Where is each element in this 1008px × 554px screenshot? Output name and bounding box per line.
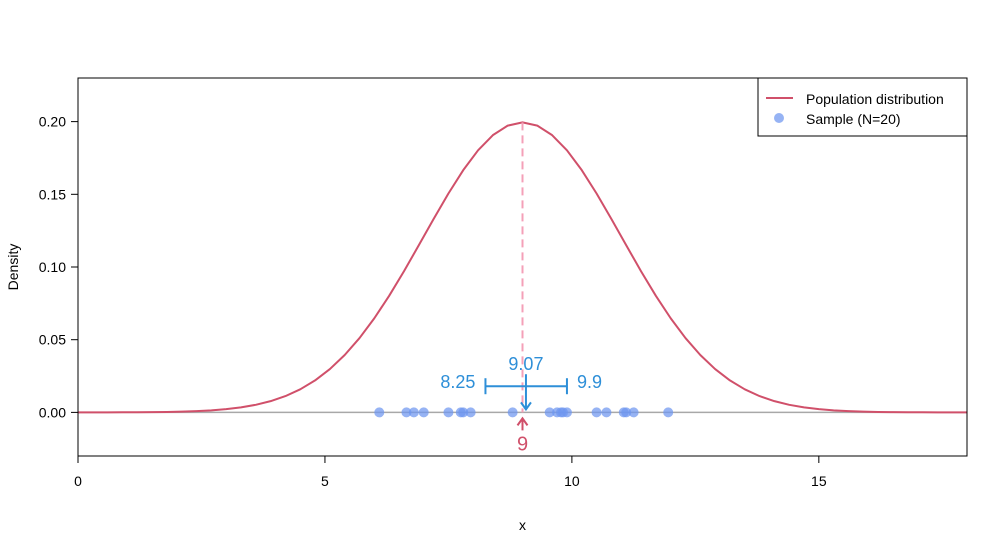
interval-lower-label: 8.25 — [440, 372, 475, 392]
y-tick-label: 0.10 — [39, 259, 66, 275]
x-tick-label: 15 — [811, 473, 827, 489]
interval-upper-label: 9.9 — [577, 372, 602, 392]
x-axis-title: x — [519, 517, 526, 533]
sample-mean-arrowhead — [520, 401, 532, 412]
sample-point — [601, 407, 612, 418]
population-mean-label: 9 — [517, 433, 528, 455]
sample-point — [591, 407, 602, 418]
sample-point — [443, 407, 454, 418]
sample-point — [418, 407, 429, 418]
axes: 0 5 10 15 0.00 0.05 0.10 0.15 0.20 x Density — [5, 77, 968, 533]
y-tick-label: 0.15 — [39, 186, 66, 202]
sample-mean-label: 9.07 — [508, 354, 543, 374]
y-axis-title: Density — [5, 244, 21, 291]
sample-point — [401, 407, 412, 418]
legend-box — [757, 77, 968, 137]
x-tick-label: 5 — [321, 473, 329, 489]
sample-point — [628, 407, 639, 418]
sample-point — [544, 407, 555, 418]
plot-inner — [78, 121, 967, 418]
sample-point — [621, 407, 632, 418]
sample-point — [458, 407, 469, 418]
sample-point — [374, 407, 385, 418]
population-mean-arrowhead — [516, 416, 529, 426]
sample-point — [561, 407, 572, 418]
y-tick-label: 0.05 — [39, 332, 66, 348]
legend-label-sample: Sample (N=20) — [806, 111, 901, 127]
x-tick-label: 10 — [564, 473, 580, 489]
sample-point — [663, 407, 674, 418]
sample-point — [465, 407, 476, 418]
y-tick-label: 0.00 — [39, 404, 66, 420]
sample-point — [507, 407, 518, 418]
y-tick-label: 0.20 — [39, 114, 66, 130]
legend: Population distribution Sample (N=20) — [757, 77, 968, 137]
legend-label-population: Population distribution — [806, 91, 944, 107]
plot-area: 9.07 8.25 9.9 9 — [78, 121, 967, 455]
x-tick-label: 0 — [74, 473, 82, 489]
sample-point — [408, 407, 419, 418]
population-curve — [78, 121, 967, 414]
legend-marker-sample — [774, 113, 784, 123]
